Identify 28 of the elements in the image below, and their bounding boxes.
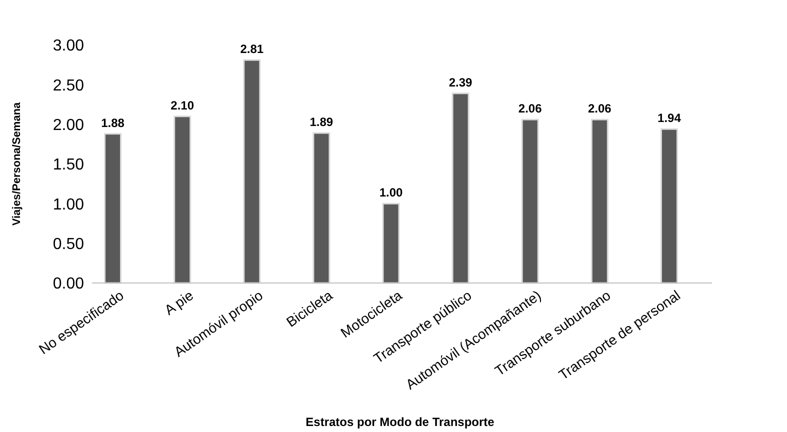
- x-axis-title: Estratos por Modo de Transporte: [306, 415, 495, 429]
- bar: [243, 59, 261, 284]
- data-label: 1.88: [101, 116, 125, 130]
- bar: [452, 92, 470, 284]
- y-tick-label: 2.50: [52, 77, 84, 94]
- y-tick-label: 3.00: [52, 38, 84, 55]
- x-tick-label: A pie: [161, 286, 196, 318]
- y-tick-label: 0.00: [52, 276, 84, 293]
- y-tick-label: 0.50: [52, 236, 84, 253]
- data-label: 2.81: [240, 42, 264, 56]
- bar: [312, 132, 330, 284]
- data-label: 1.89: [310, 115, 334, 130]
- y-tick-label: 1.50: [52, 156, 84, 174]
- data-label: 2.10: [170, 98, 194, 112]
- data-label: 2.39: [448, 75, 473, 90]
- data-label: 2.06: [588, 102, 612, 116]
- y-axis-title: Viajes/Persona/Semana: [11, 101, 23, 226]
- data-label: 1.94: [658, 111, 682, 126]
- bar: [660, 128, 678, 284]
- bar: [174, 116, 192, 284]
- bar: [104, 133, 122, 284]
- data-label: 2.06: [518, 102, 542, 116]
- data-label: 1.00: [379, 186, 403, 200]
- y-tick-label: 2.00: [52, 116, 84, 134]
- bar: [590, 118, 608, 284]
- bar: [521, 118, 539, 284]
- y-tick-label: 1.00: [52, 196, 84, 214]
- bar: [382, 202, 400, 284]
